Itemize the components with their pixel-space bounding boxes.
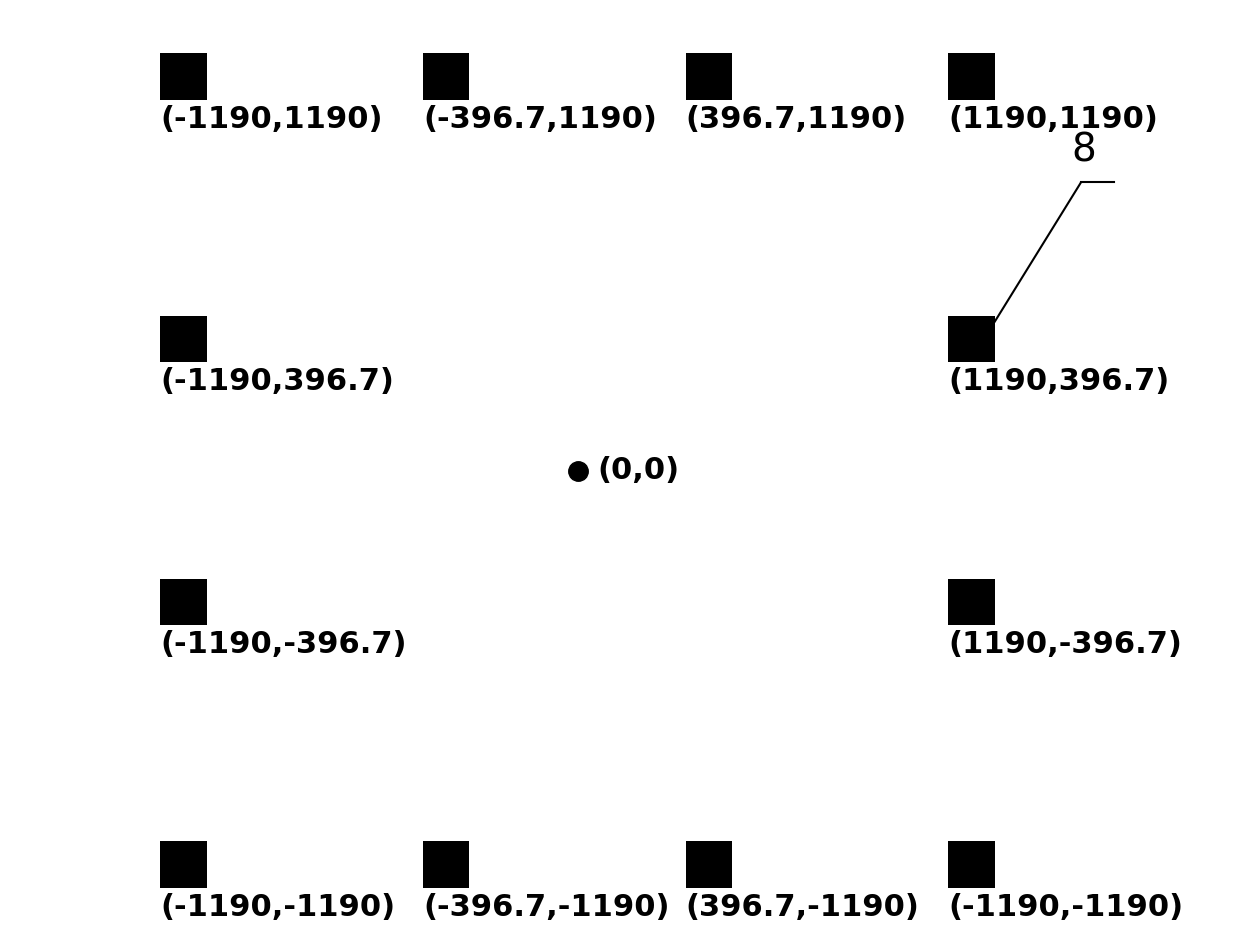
Text: (1190,-396.7): (1190,-396.7) xyxy=(949,631,1183,659)
Bar xyxy=(160,53,207,100)
Text: (1190,396.7): (1190,396.7) xyxy=(949,367,1169,397)
Text: (-1190,-396.7): (-1190,-396.7) xyxy=(160,631,407,659)
Text: (1190,1190): (1190,1190) xyxy=(949,105,1158,134)
Text: (-396.7,1190): (-396.7,1190) xyxy=(423,105,657,134)
Bar xyxy=(949,842,994,888)
Bar xyxy=(686,842,732,888)
Bar xyxy=(160,316,207,362)
Bar xyxy=(423,53,470,100)
Bar xyxy=(160,842,207,888)
Text: 8: 8 xyxy=(1071,131,1096,169)
Bar xyxy=(949,316,994,362)
Text: (396.7,1190): (396.7,1190) xyxy=(686,105,906,134)
Bar xyxy=(949,53,994,100)
Bar xyxy=(160,579,207,625)
Bar xyxy=(686,53,732,100)
Text: (-1190,-1190): (-1190,-1190) xyxy=(160,893,396,922)
Text: (0,0): (0,0) xyxy=(598,456,680,485)
Text: (-396.7,-1190): (-396.7,-1190) xyxy=(423,893,670,922)
Text: (-1190,1190): (-1190,1190) xyxy=(160,105,383,134)
Text: (-1190,-1190): (-1190,-1190) xyxy=(949,893,1184,922)
Text: (-1190,396.7): (-1190,396.7) xyxy=(160,367,394,397)
Bar xyxy=(949,579,994,625)
Text: (396.7,-1190): (396.7,-1190) xyxy=(686,893,920,922)
Bar xyxy=(423,842,470,888)
